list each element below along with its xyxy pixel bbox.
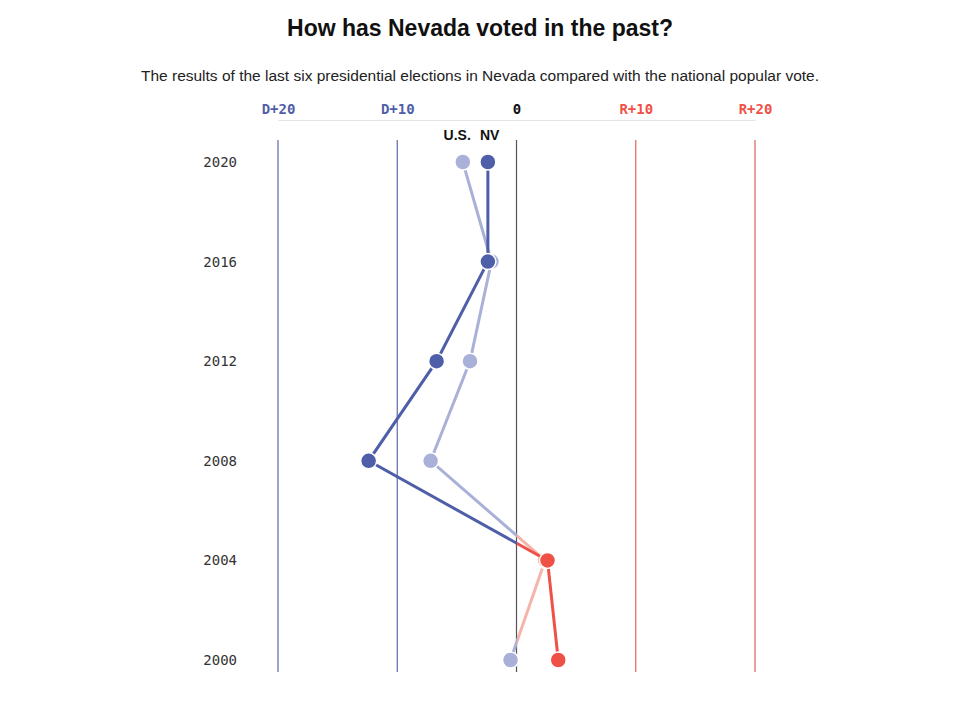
subtitle: The results of the last six presidential… xyxy=(141,67,819,84)
axis-line xyxy=(279,120,756,121)
tick-label: 2012 xyxy=(203,353,237,369)
chart: How has Nevada voted in the past? The res… xyxy=(0,0,960,704)
tick: 2008 xyxy=(203,453,237,469)
tick-label: 2016 xyxy=(203,254,237,270)
point xyxy=(429,353,445,369)
grid-line xyxy=(397,140,398,672)
tick: 2020 xyxy=(203,154,237,170)
point xyxy=(550,652,566,668)
tick-label: D+10 xyxy=(381,101,415,117)
grid xyxy=(278,140,755,672)
grid-line xyxy=(516,140,517,672)
grid-line xyxy=(635,140,636,672)
tick: D+10 xyxy=(381,101,415,120)
series-labels: U.S. NV xyxy=(444,127,500,143)
series-label: NV xyxy=(480,127,500,143)
tick-label: D+20 xyxy=(262,101,296,117)
value-axis: D+20 D+10 0 R+10 R+20 xyxy=(262,101,773,121)
tick: 2016 xyxy=(203,254,237,270)
tick: 2012 xyxy=(203,353,237,369)
tick-label: 2000 xyxy=(203,652,237,668)
tick: R+20 xyxy=(739,101,773,120)
tick: 2000 xyxy=(203,652,237,668)
title: How has Nevada voted in the past? xyxy=(287,15,673,41)
tick-label: R+20 xyxy=(739,101,773,117)
point xyxy=(480,154,496,170)
point xyxy=(361,453,377,469)
tick: 2004 xyxy=(203,552,237,568)
point xyxy=(480,254,496,270)
grid-line xyxy=(754,140,755,672)
series-label: U.S. xyxy=(444,127,471,143)
point xyxy=(455,154,471,170)
tick-label: 2008 xyxy=(203,453,237,469)
category-axis: 2020 2016 2012 2008 2004 2000 xyxy=(203,154,237,668)
tick-label: R+10 xyxy=(619,101,653,117)
tick-label: 2020 xyxy=(203,154,237,170)
tick: 0 xyxy=(513,101,521,120)
series-line xyxy=(369,162,559,660)
point xyxy=(540,552,556,568)
tick: R+10 xyxy=(619,101,653,120)
tick-label: 0 xyxy=(513,101,521,117)
point xyxy=(503,652,519,668)
point xyxy=(462,353,478,369)
tick-label: 2004 xyxy=(203,552,237,568)
tick: D+20 xyxy=(262,101,296,120)
grid-line xyxy=(277,140,278,672)
point xyxy=(423,453,439,469)
plot xyxy=(361,154,567,668)
